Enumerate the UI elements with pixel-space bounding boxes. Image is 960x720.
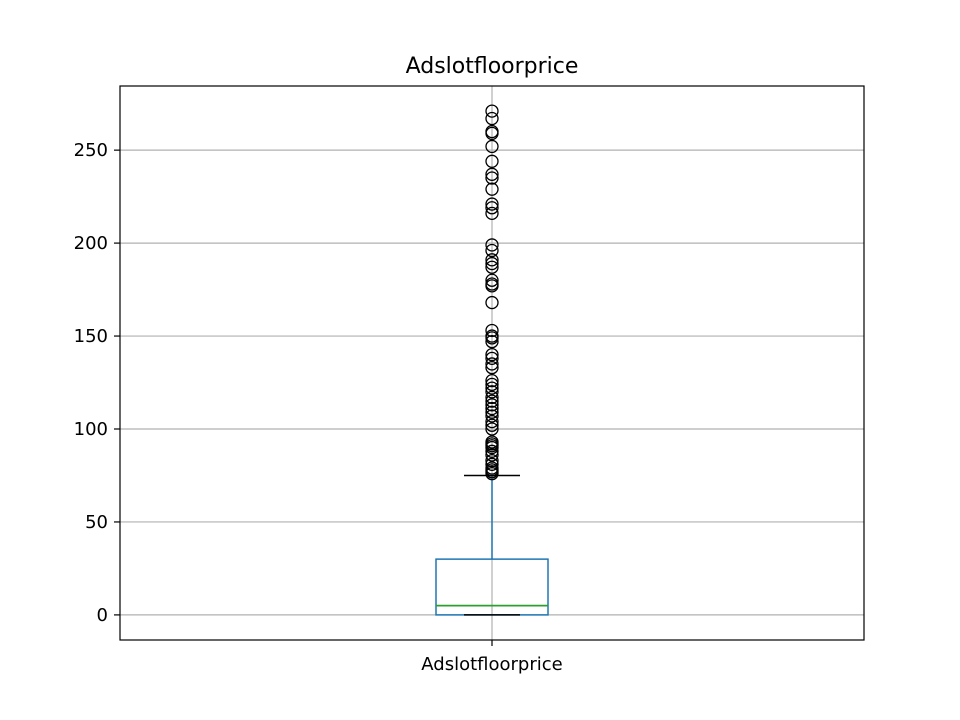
outlier-point [485,201,499,215]
outlier-points [485,104,499,481]
outlier-point [485,381,499,395]
outlier-point [485,253,499,267]
outlier-point [485,139,499,154]
outlier-point [485,295,499,310]
outlier-point [485,206,499,220]
outlier-point [485,448,499,462]
y-tick-label: 0 [97,605,108,626]
outlier-point [485,323,499,338]
outlier-point [485,331,499,345]
outlier-point [485,385,499,399]
outlier-point [485,440,499,455]
outlier-point [485,418,499,432]
outlier-point [485,182,499,196]
outlier-point [485,422,499,436]
outlier-point [485,154,499,168]
y-tick-label: 250 [74,140,108,161]
outlier-point [485,347,499,362]
outlier-point [485,279,499,293]
y-tick-label: 100 [74,419,108,440]
chart-title: Adslotfloorprice [406,54,579,79]
outlier-point [485,409,499,423]
outlier-point [485,111,499,126]
outlier-point [485,238,499,252]
box-plot [435,474,549,616]
outlier-point [485,273,499,287]
outlier-point [485,357,499,371]
grid-lines [120,86,864,640]
outlier-point [485,360,499,375]
outlier-point [485,457,499,471]
outlier-point [485,405,499,419]
outlier-point [485,243,499,258]
outlier-point [485,390,499,405]
outlier-point [485,394,499,408]
outlier-point [485,260,499,274]
outlier-point [485,334,499,349]
outlier-point [485,453,499,468]
outlier-point [485,104,499,118]
outlier-point [485,197,499,211]
x-tick-label: Adslotfloorprice [421,654,562,675]
outlier-point [485,374,499,388]
outlier-point [485,126,499,141]
outlier-point [485,351,499,366]
outlier-point [485,167,499,181]
x-axis-ticks: Adslotfloorprice [421,640,563,675]
outlier-point [485,171,499,185]
outlier-point [485,256,499,271]
outlier-point [485,466,499,481]
y-axis-ticks: 0 50 100 150 200 250 [74,140,120,626]
y-tick-label: 50 [85,512,108,533]
y-tick-label: 150 [74,326,108,347]
outlier-point [485,401,499,416]
y-tick-label: 200 [74,233,108,254]
outlier-point [485,414,499,429]
outlier-point [485,444,499,458]
outlier-point [485,398,499,412]
outlier-point [485,377,499,392]
